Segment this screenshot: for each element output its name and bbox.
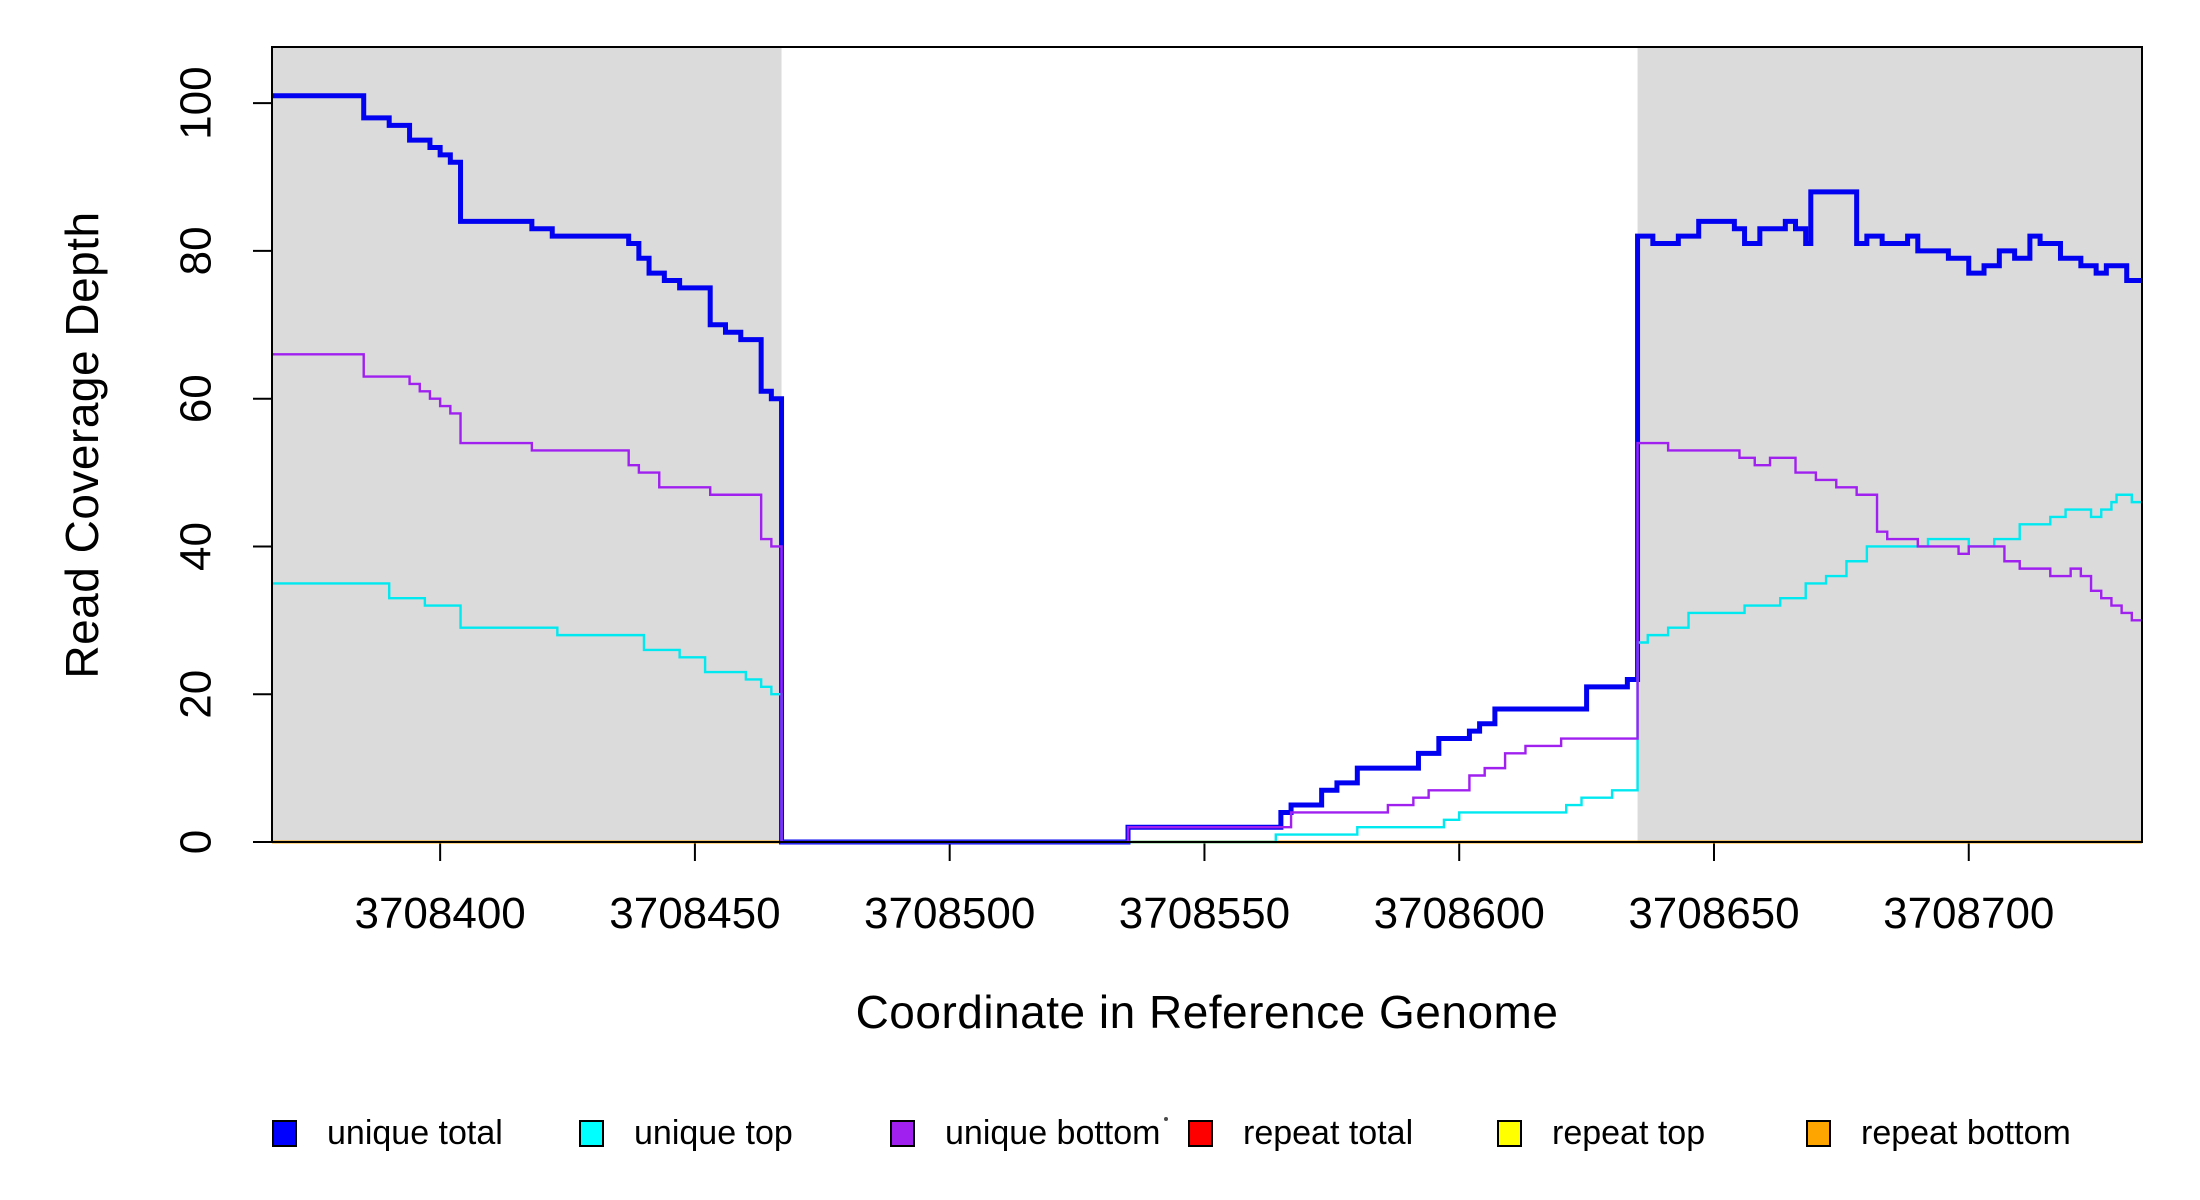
legend-swatch-icon bbox=[1188, 1119, 1213, 1147]
y-tick-label: 100 bbox=[172, 66, 221, 139]
x-tick-label: 3708450 bbox=[609, 889, 780, 938]
y-tick-label: 0 bbox=[172, 830, 221, 854]
x-axis-title: Coordinate in Reference Genome bbox=[855, 986, 1559, 1038]
legend-label: unique top bbox=[634, 1113, 793, 1152]
legend-swatch-icon bbox=[272, 1119, 297, 1147]
legend-swatch-icon bbox=[1497, 1119, 1522, 1147]
series-unique-bottom bbox=[272, 353, 2142, 844]
y-tick-label: 60 bbox=[172, 374, 221, 423]
legend-label: unique total bbox=[327, 1113, 503, 1152]
y-tick-label: 80 bbox=[172, 226, 221, 275]
x-tick-label: 3708700 bbox=[1883, 889, 2054, 938]
legend-label: repeat bottom bbox=[1861, 1113, 2071, 1152]
right-gray-band bbox=[1637, 47, 2142, 842]
x-tick-label: 3708500 bbox=[864, 889, 1035, 938]
legend-label: repeat total bbox=[1243, 1113, 1414, 1152]
left-gray-band bbox=[272, 47, 782, 842]
y-tick-label: 40 bbox=[172, 522, 221, 571]
legend-label: repeat top bbox=[1552, 1113, 1706, 1152]
plot-border bbox=[271, 46, 2143, 843]
legend-swatch-icon bbox=[890, 1119, 915, 1147]
x-tick-label: 3708650 bbox=[1628, 889, 1799, 938]
series-unique-total bbox=[272, 93, 2142, 845]
y-axis-title: Read Coverage Depth bbox=[56, 211, 108, 679]
y-tick-label: 20 bbox=[172, 670, 221, 719]
x-tick-label: 3708600 bbox=[1374, 889, 1545, 938]
legend-swatch-icon bbox=[579, 1119, 604, 1147]
stray-dot-artifact bbox=[1164, 1117, 1168, 1121]
x-tick-label: 3708400 bbox=[354, 889, 525, 938]
x-tick-label: 3708550 bbox=[1119, 889, 1290, 938]
legend-label: unique bottom bbox=[945, 1113, 1161, 1152]
legend-swatch-icon bbox=[1806, 1119, 1831, 1147]
series-unique-top bbox=[272, 493, 2142, 844]
